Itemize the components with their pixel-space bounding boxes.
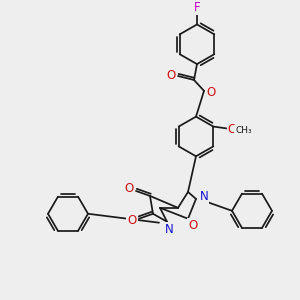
Text: O: O: [228, 123, 237, 136]
Text: N: N: [165, 223, 173, 236]
Text: F: F: [194, 1, 200, 14]
Text: N: N: [200, 190, 208, 203]
Text: O: O: [167, 68, 176, 82]
Text: O: O: [124, 182, 134, 196]
Text: CH₃: CH₃: [235, 126, 252, 135]
Text: O: O: [206, 86, 216, 99]
Text: O: O: [188, 219, 198, 232]
Text: O: O: [128, 214, 136, 227]
